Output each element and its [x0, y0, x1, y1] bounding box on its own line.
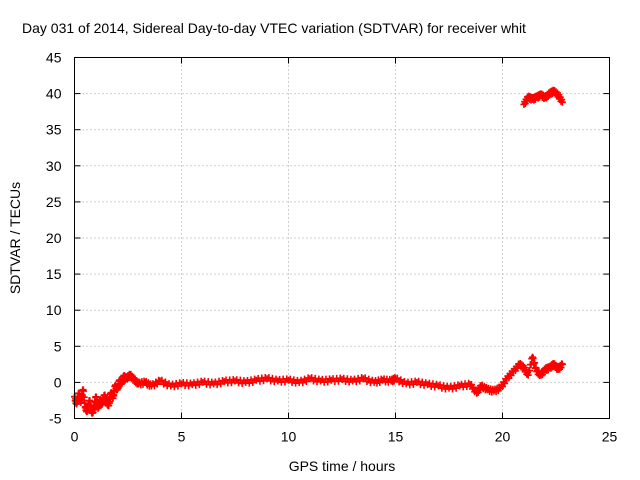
data-point-fill [397, 376, 405, 384]
data-point [558, 360, 566, 368]
y-tick-label: 45 [46, 50, 62, 66]
y-tick-label: 15 [46, 266, 62, 282]
y-tick-label: -5 [49, 411, 62, 427]
y-tick-label: 35 [46, 122, 62, 138]
y-tick-label: 20 [46, 230, 62, 246]
data-point-fill [501, 379, 509, 387]
data-series [71, 86, 566, 417]
y-tick-label: 0 [54, 374, 62, 390]
data-point-fill [79, 387, 87, 395]
data-point-fill [158, 376, 166, 384]
y-tick-label: 25 [46, 194, 62, 210]
data-point-fill [361, 374, 369, 382]
y-tick-label: 40 [46, 86, 62, 102]
y-tick-label: 30 [46, 158, 62, 174]
x-tick-labels: 0 5 10 15 20 25 [71, 429, 618, 445]
x-tick-label: 25 [602, 429, 618, 445]
x-tick-label: 0 [71, 429, 79, 445]
x-tick-label: 20 [495, 429, 511, 445]
data-point-fill [302, 377, 310, 385]
x-tick-label: 10 [281, 429, 297, 445]
y-tick-label: 5 [54, 338, 62, 354]
data-point [558, 98, 566, 106]
data-point-fill [393, 374, 401, 382]
y-tick-label: 10 [46, 302, 62, 318]
data-point-fill [526, 367, 534, 375]
y-axis-label: SDTVAR / TECUs [7, 182, 23, 294]
data-point-fill [507, 371, 515, 379]
y-tick-labels: -5 0 5 10 15 20 25 30 35 40 45 [46, 50, 62, 427]
data-point-fill [161, 378, 169, 386]
axis-ticks [74, 57, 610, 419]
x-tick-label: 5 [178, 429, 186, 445]
data-point-fill [365, 375, 373, 383]
data-point-fill [80, 393, 88, 401]
x-axis-label: GPS time / hours [289, 458, 396, 474]
chart-title: Day 031 of 2014, Sidereal Day-to-day VTE… [22, 20, 526, 36]
series-sdtvar [71, 86, 566, 417]
x-tick-label: 15 [388, 429, 404, 445]
data-point-fill [299, 379, 307, 387]
